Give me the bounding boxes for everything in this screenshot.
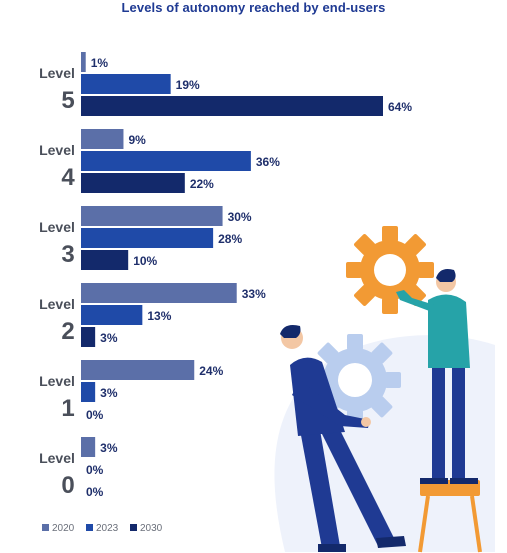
legend-label-2023: 2023 — [96, 523, 119, 534]
legend-swatch-2023 — [86, 524, 93, 531]
level-number-label: 3 — [61, 241, 74, 268]
value-label-level-0-2030: 0% — [86, 485, 104, 499]
bar-level-3-2020 — [81, 206, 223, 226]
value-label-level-3-2023: 28% — [218, 232, 242, 246]
bar-level-5-2023 — [81, 74, 171, 94]
bar-level-3-2030 — [81, 250, 129, 270]
person-on-stool-icon — [396, 269, 482, 553]
level-word-label: Level — [39, 65, 75, 81]
bar-level-1-2023 — [81, 382, 96, 402]
bar-level-2-2023 — [81, 305, 143, 325]
value-label-level-4-2023: 36% — [256, 155, 280, 169]
bar-level-2-2030 — [81, 327, 96, 347]
level-number-label: 5 — [61, 87, 74, 114]
value-label-level-2-2020: 33% — [242, 287, 266, 301]
level-word-label: Level — [39, 373, 75, 389]
legend-swatch-2020 — [42, 524, 49, 531]
bar-level-5-2030 — [81, 96, 383, 116]
value-label-level-5-2023: 19% — [176, 78, 200, 92]
labels-layer: Level 5 1% 19% 64% Level 4 9% 36% 22% Level 3 30% 28%… — [39, 56, 412, 499]
value-label-level-4-2030: 22% — [190, 177, 214, 191]
value-label-level-1-2023: 3% — [100, 386, 118, 400]
value-label-level-0-2023: 0% — [86, 463, 104, 477]
legend-swatch-2030 — [130, 524, 137, 531]
value-label-level-1-2030: 0% — [86, 408, 104, 422]
value-label-level-3-2020: 30% — [228, 210, 252, 224]
level-number-label: 4 — [61, 164, 75, 191]
bar-level-4-2030 — [81, 173, 185, 193]
bar-level-1-2020 — [81, 360, 195, 380]
bar-level-2-2020 — [81, 283, 237, 303]
illustration — [274, 226, 495, 553]
legend: 2020 2023 2030 — [42, 523, 163, 534]
value-label-level-2-2030: 3% — [100, 331, 118, 345]
level-number-label: 0 — [61, 472, 74, 499]
bar-level-5-2020 — [81, 52, 86, 72]
level-word-label: Level — [39, 450, 75, 466]
level-word-label: Level — [39, 296, 75, 312]
level-number-label: 1 — [61, 395, 74, 422]
value-label-level-0-2020: 3% — [100, 441, 118, 455]
value-label-level-3-2030: 10% — [133, 254, 157, 268]
level-word-label: Level — [39, 219, 75, 235]
bar-level-3-2023 — [81, 228, 214, 248]
chart-title: Levels of autonomy reached by end-users — [121, 0, 386, 15]
level-word-label: Level — [39, 142, 75, 158]
legend-label-2030: 2030 — [140, 523, 163, 534]
value-label-level-5-2020: 1% — [91, 56, 109, 70]
value-label-level-4-2020: 9% — [128, 133, 146, 147]
level-number-label: 2 — [61, 318, 74, 345]
bars-layer — [81, 52, 383, 457]
bar-level-4-2020 — [81, 129, 124, 149]
gear-orange-icon — [346, 226, 434, 314]
value-label-level-5-2030: 64% — [388, 100, 412, 114]
value-label-level-2-2023: 13% — [147, 309, 171, 323]
bar-level-0-2020 — [81, 437, 96, 457]
legend-label-2020: 2020 — [52, 523, 75, 534]
person-holding-gear-icon — [280, 325, 406, 552]
value-label-level-1-2020: 24% — [199, 364, 223, 378]
bar-level-4-2023 — [81, 151, 251, 171]
